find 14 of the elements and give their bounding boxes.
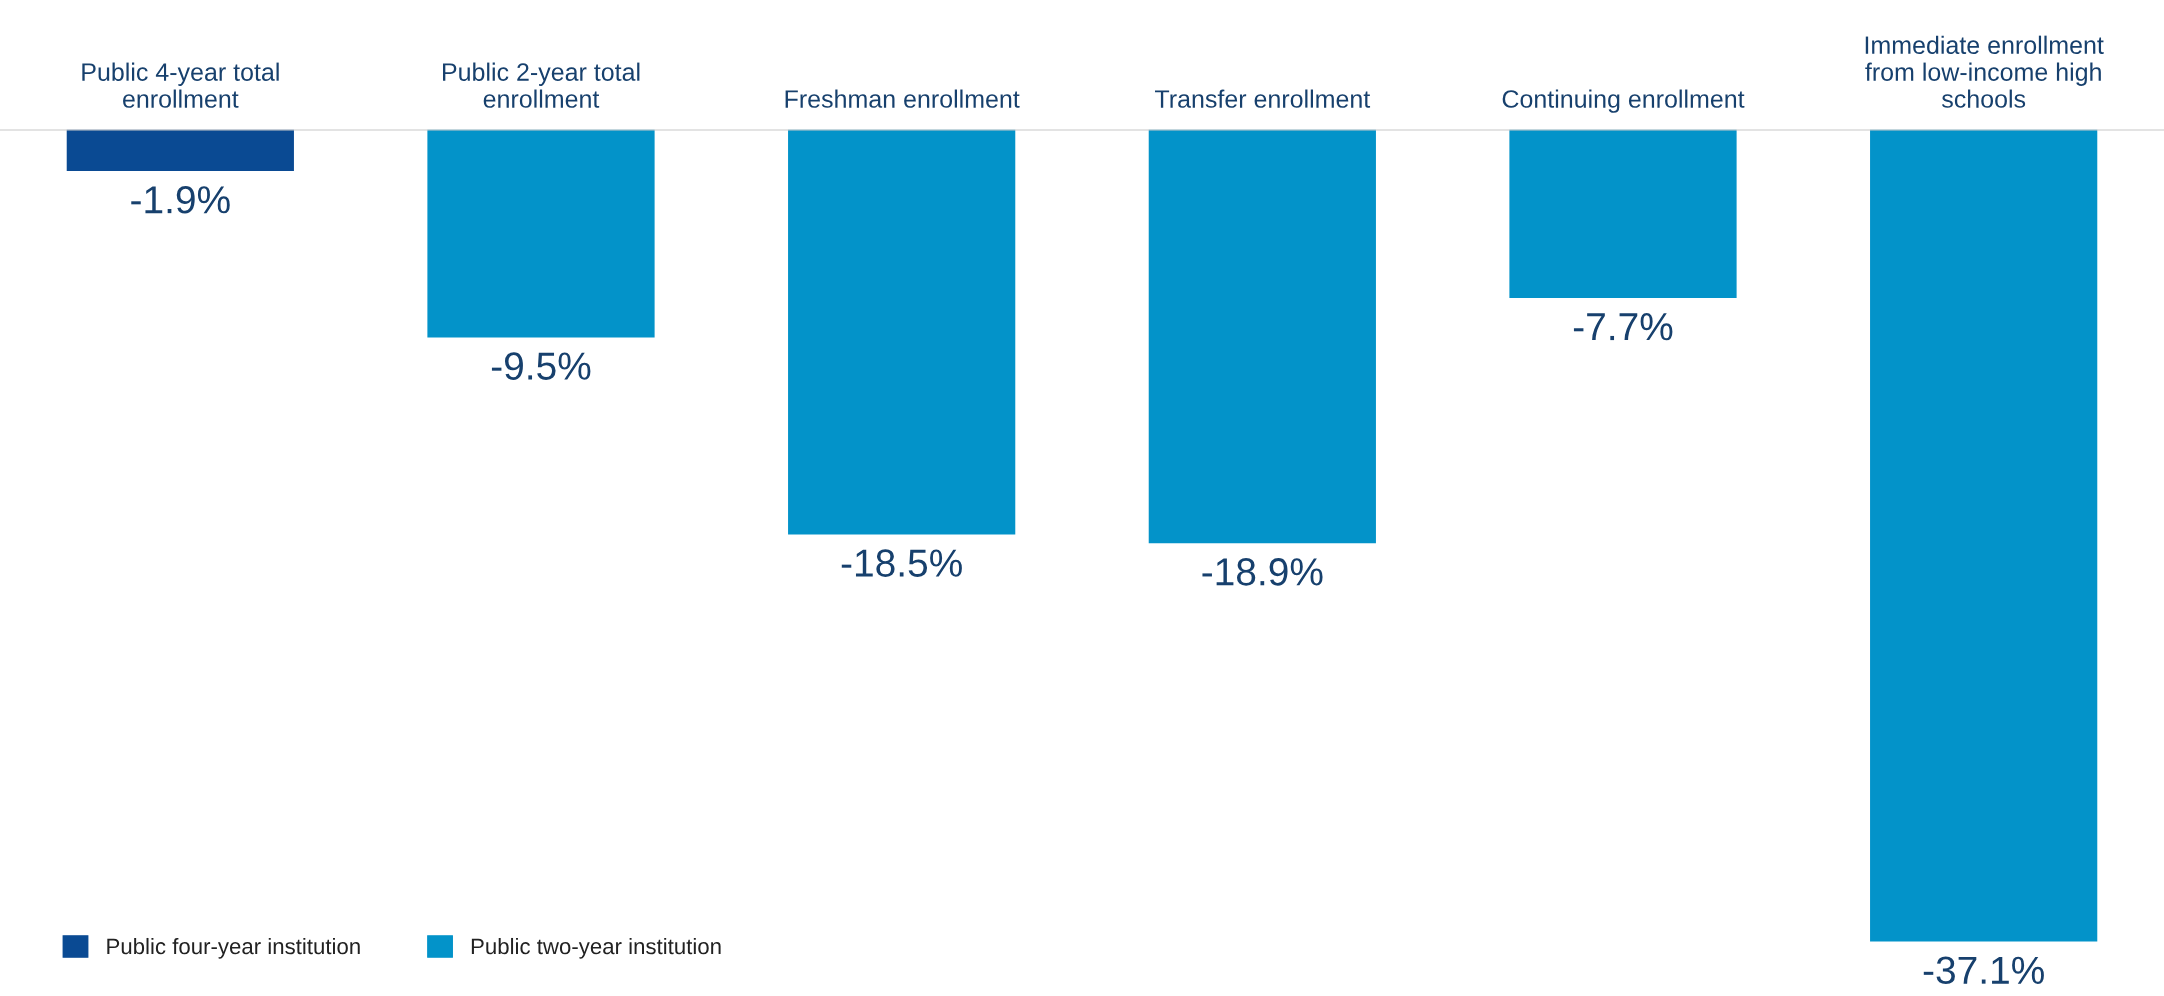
- x-tick-label: Transfer enrollment: [1155, 89, 1371, 108]
- data-label: -7.7%: [1573, 313, 1673, 341]
- legend-label: Public four-year institution: [107, 937, 360, 959]
- x-tick-label: Continuing enrollment: [1502, 89, 1745, 113]
- x-tick-label: Immediate enrollment from low-income high schools: [1865, 35, 2104, 108]
- x-tick-label: Freshman enrollment: [785, 89, 1020, 108]
- x-tick-label: Public 2-year total enrollment: [443, 62, 640, 108]
- data-label: -18.5%: [841, 549, 962, 577]
- x-tick-label: Public 4-year total enrollment: [82, 62, 279, 108]
- legend-label: Public two-year institution: [471, 937, 721, 959]
- data-label: -9.5%: [491, 352, 591, 380]
- data-label: -18.9%: [1202, 558, 1323, 586]
- data-label: -1.9%: [131, 185, 230, 214]
- data-label: -37.1%: [1923, 956, 2044, 985]
